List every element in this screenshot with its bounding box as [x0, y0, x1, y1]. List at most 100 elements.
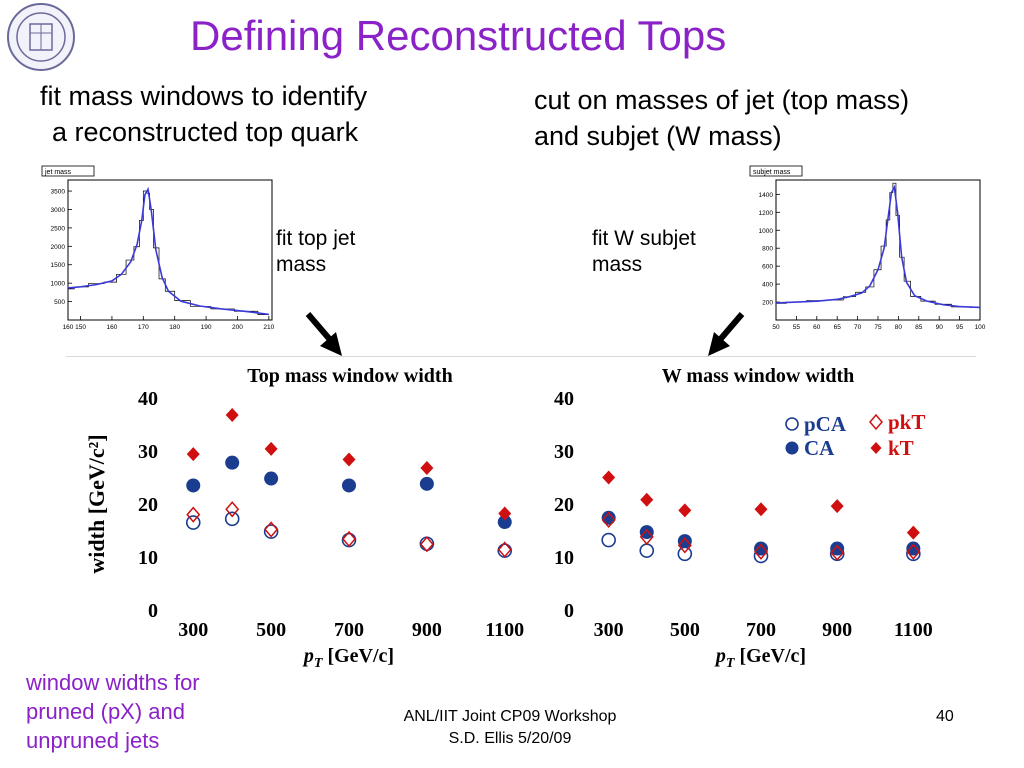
- hist-x-tick-label: 70: [854, 324, 862, 331]
- marker-kT: [186, 447, 200, 462]
- hist-x-tick-label: 100: [975, 324, 986, 331]
- subjet-mass-histogram: subjet mass 200 400 600 800 1000 1200 1400 50 55 6…: [749, 165, 986, 331]
- left-caption: fit mass windows to identify a reconstru…: [40, 78, 367, 150]
- scatter-y-label: width [GeV/c²]: [84, 434, 109, 573]
- scatter-x-tick-label: 300: [594, 619, 624, 641]
- hist-x-tick-label: 160: [107, 324, 118, 331]
- hist-x-tick-label: 60: [813, 324, 821, 331]
- marker-pCA: [224, 511, 240, 527]
- hist-y-tick-label: 200: [762, 300, 773, 307]
- marker-pkT: [601, 511, 616, 529]
- marker-CA: [906, 541, 921, 556]
- marker-pCA: [419, 536, 435, 552]
- hist-x-tick-label: 160: [63, 324, 74, 331]
- hist-x-tick-label: 210: [263, 324, 274, 331]
- marker-CA: [186, 478, 201, 493]
- scatter-x-tick-label: 1100: [894, 619, 933, 641]
- marker-CA: [419, 476, 434, 491]
- scatter-y-tick-label: 40: [554, 388, 574, 410]
- scatter-y-tick-label: 30: [554, 441, 574, 463]
- marker-kT: [498, 506, 512, 521]
- hist-y-tick-label: 800: [762, 246, 773, 253]
- note-line: window widths for: [26, 670, 200, 695]
- marker-kT: [678, 503, 692, 518]
- page-number: 40: [936, 708, 954, 725]
- hist-x-tick-label: 50: [772, 324, 780, 331]
- hist-x-tick-label: 90: [936, 324, 944, 331]
- hist-y-tick-label: 500: [54, 299, 65, 306]
- hist-x-tick-label: 190: [201, 324, 212, 331]
- scatter-title: W mass window width: [662, 365, 854, 387]
- fit-w-label-line: fit W subjet: [592, 227, 696, 250]
- scatter-y-tick-label: 10: [554, 547, 574, 569]
- scatter-x-tick-label: 700: [746, 619, 776, 641]
- legend-marker-pCA: [785, 417, 799, 431]
- marker-CA: [754, 541, 768, 556]
- fit-top-label-line: mass: [276, 253, 327, 276]
- hist-title-box: [41, 165, 95, 177]
- marker-kT: [225, 407, 239, 422]
- hist-y-tick-label: 2000: [51, 244, 66, 251]
- scatter-x-label: pT [GeV/c]: [714, 645, 806, 670]
- marker-pCA: [677, 546, 693, 562]
- hist-y-tick-label: 3500: [51, 189, 66, 196]
- scatter-x-tick-label: 700: [334, 619, 364, 641]
- marker-pCA: [639, 543, 655, 558]
- marker-CA: [639, 525, 654, 540]
- scatter-y-tick-label: 0: [148, 600, 158, 622]
- hist-y-tick-label: 1200: [759, 210, 774, 217]
- footer-line: ANL/IIT Joint CP09 Workshop: [403, 708, 617, 725]
- marker-CA: [601, 510, 616, 525]
- legend-label-pkT: pkT: [888, 410, 925, 434]
- scatter-title: Top mass window width: [247, 365, 452, 387]
- hist-y-tick-label: 1400: [759, 192, 774, 199]
- marker-pCA: [601, 532, 616, 548]
- marker-kT: [906, 525, 920, 540]
- scatter-y-tick-label: 40: [138, 388, 158, 410]
- hist-y-tick-label: 400: [762, 282, 773, 289]
- hist-y-tick-label: 3000: [51, 207, 66, 214]
- marker-kT: [602, 470, 616, 485]
- marker-pkT: [677, 537, 692, 554]
- hist-y-tick-label: 2500: [51, 225, 66, 232]
- marker-kT: [640, 492, 654, 507]
- marker-kT: [342, 452, 356, 467]
- slide-title: Defining Reconstructed Tops: [190, 12, 727, 59]
- marker-kT: [830, 499, 844, 514]
- hist-x-tick-label: 200: [232, 324, 243, 331]
- hist-y-tick-label: 1500: [51, 262, 66, 269]
- divider: [66, 356, 976, 357]
- fit-top-label: fit top jet mass: [276, 226, 355, 278]
- scatter-x-tick-label: 1100: [485, 619, 524, 641]
- scatter-x-label: pT [GeV/c]: [302, 645, 394, 670]
- marker-pkT: [186, 506, 201, 523]
- left-caption-line: a reconstructed top quark: [52, 117, 359, 147]
- hist-x-tick-label: 180: [169, 324, 180, 331]
- seal-logo-icon: [7, 3, 75, 71]
- scatter-y-tick-label: 20: [554, 494, 574, 516]
- marker-pkT: [225, 501, 240, 518]
- marker-pkT: [419, 536, 434, 553]
- marker-pkT: [342, 530, 356, 548]
- hist-x-tick-label: 65: [834, 324, 842, 331]
- right-caption: cut on masses of jet (top mass) and subj…: [534, 82, 909, 154]
- marker-pkT: [497, 541, 512, 558]
- legend-marker-kT: [870, 442, 882, 454]
- right-caption-line: and subjet (W mass): [534, 121, 782, 151]
- arrow-down-left-icon: [708, 312, 745, 356]
- marker-pkT: [639, 528, 654, 546]
- hist-x-tick-label: 85: [915, 324, 923, 331]
- hist-y-tick-label: 1000: [51, 281, 66, 288]
- hist-x-tick-label: 80: [895, 324, 903, 331]
- scatter-y-tick-label: 10: [138, 547, 158, 569]
- marker-kT: [420, 460, 434, 475]
- footer-line: S.D. Ellis 5/20/09: [448, 730, 572, 747]
- hist-title: jet mass: [44, 169, 72, 176]
- right-caption-line: cut on masses of jet (top mass): [534, 85, 910, 115]
- hist-title: subjet mass: [753, 169, 791, 176]
- legend-marker-pkT: [869, 413, 883, 431]
- marker-pkT: [754, 543, 768, 560]
- hist-y-tick-label: 600: [762, 264, 773, 271]
- top-mass-window-chart: Top mass window width 0 10 20 30 40 300 500 700 9…: [84, 365, 524, 670]
